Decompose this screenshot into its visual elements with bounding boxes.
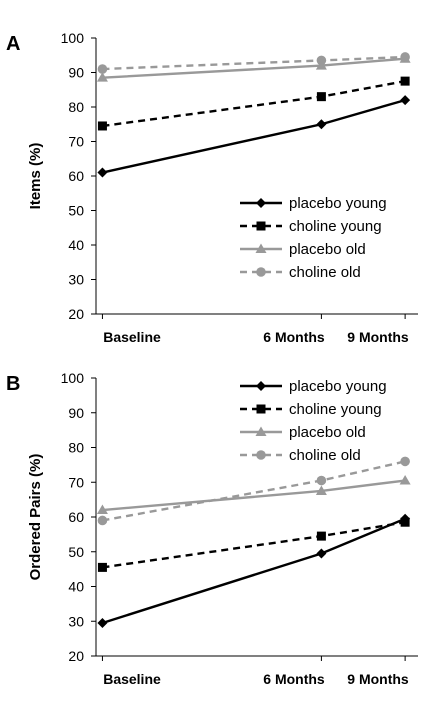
legend-marker (255, 426, 267, 436)
data-point (400, 52, 410, 62)
legend-marker (256, 404, 266, 414)
y-tick-label: 20 (68, 306, 84, 322)
x-tick-label: 9 Months (347, 671, 409, 687)
legend-entry: placebo old (240, 241, 366, 258)
legend-entry: placebo old (240, 424, 366, 441)
y-tick-label: 60 (68, 168, 84, 184)
y-tick-label: 50 (68, 544, 84, 560)
x-tick-label: 6 Months (263, 329, 325, 345)
legend-label: placebo young (289, 195, 387, 212)
x-tick-label: Baseline (103, 329, 161, 345)
panel-letter: A (6, 33, 20, 55)
data-point (400, 76, 410, 86)
legend-label: placebo young (289, 378, 387, 395)
data-point (97, 64, 108, 74)
legend-entry: choline young (240, 218, 382, 235)
series-line (102, 517, 406, 625)
data-point (316, 531, 326, 541)
y-tick-label: 90 (68, 405, 84, 421)
series-choline-old (97, 52, 410, 74)
legend-entry: choline young (240, 401, 382, 418)
data-point (316, 119, 327, 130)
series-placebo-old (96, 475, 411, 515)
y-tick-label: 70 (68, 134, 84, 150)
legend-label: placebo old (289, 424, 366, 441)
legend-marker (255, 243, 267, 253)
legend-label: placebo old (289, 241, 366, 258)
legend-label: choline young (289, 218, 382, 235)
legend-marker (256, 267, 266, 277)
y-tick-label: 70 (68, 474, 84, 490)
legend-label: choline old (289, 447, 361, 464)
y-tick-label: 30 (68, 272, 84, 288)
y-axis-label: Items (%) (27, 143, 44, 210)
y-tick-label: 100 (61, 30, 85, 46)
legend-entry: choline old (240, 447, 361, 464)
x-tick-label: Baseline (103, 671, 161, 687)
y-tick-label: 60 (68, 509, 84, 525)
series-placebo-young (97, 513, 411, 628)
legend-entry: placebo young (240, 195, 387, 212)
data-point (97, 617, 108, 628)
data-point (316, 548, 327, 559)
data-point (315, 485, 327, 495)
legend: placebo young choline young placebo old cho… (240, 378, 387, 464)
legend-entry: placebo young (240, 378, 387, 395)
data-point (97, 562, 107, 572)
y-tick-label: 30 (68, 613, 84, 629)
data-point (96, 72, 108, 82)
legend-entry: choline old (240, 264, 361, 281)
data-point (399, 475, 411, 485)
data-point (316, 55, 327, 66)
y-tick-label: 40 (68, 237, 84, 253)
series-line (102, 521, 406, 569)
data-point (316, 92, 326, 102)
series-line (102, 79, 406, 128)
x-tick-label: 6 Months (263, 671, 325, 687)
y-tick-label: 100 (61, 370, 85, 386)
y-tick-label: 80 (68, 99, 84, 115)
panel-a: A 20 30 40 50 60 70 80 90 100 Baseline 6 Months 9 Mo… (6, 30, 418, 345)
y-tick-label: 90 (68, 65, 84, 81)
legend: placebo young choline young placebo old cho… (240, 195, 387, 281)
y-tick-label: 40 (68, 579, 84, 595)
data-point (400, 456, 410, 467)
y-axis-label: Ordered Pairs (%) (27, 454, 44, 581)
legend-marker (256, 221, 266, 231)
series-choline-young (97, 76, 410, 131)
series-line (102, 460, 406, 522)
series-line (102, 479, 406, 512)
data-point (400, 95, 411, 106)
legend-marker (256, 381, 266, 391)
panel-b: B 20 30 40 50 60 70 80 90 100 Baseline 6 Months 9 Mo… (6, 370, 418, 687)
y-tick-label: 80 (68, 440, 84, 456)
series-placebo-young (97, 95, 411, 178)
series-choline-old (97, 456, 410, 526)
data-point (97, 167, 108, 178)
x-tick-label: 9 Months (347, 329, 409, 345)
legend-marker (256, 198, 266, 208)
y-tick-label: 50 (68, 203, 84, 219)
data-point (96, 504, 108, 515)
panel-letter: B (6, 373, 20, 395)
legend-marker (256, 450, 266, 460)
series-choline-young (97, 517, 410, 572)
series-line (102, 98, 406, 174)
data-point (97, 515, 108, 526)
legend-label: choline young (289, 401, 382, 418)
data-point (316, 475, 327, 486)
data-point (97, 121, 107, 131)
legend-label: choline old (289, 264, 361, 281)
series-line (102, 57, 406, 79)
y-tick-label: 20 (68, 648, 84, 664)
data-point (400, 517, 410, 527)
